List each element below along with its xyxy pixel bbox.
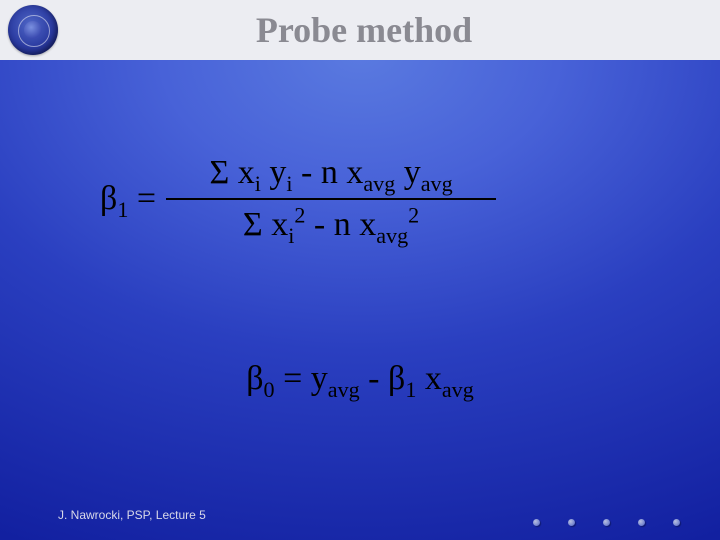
decorative-dots [533,519,680,526]
den-text-1: x [263,206,289,243]
dot-icon [533,519,540,526]
sub-avg3: avg [376,223,408,248]
equals: = [128,180,156,217]
sub-avg5: avg [442,377,474,402]
b0-mid2: - [360,360,388,397]
beta1-formula: β1 = Σ xi yi - n xavg yavg Σ xi2 - n xav… [100,150,496,248]
beta-symbol-2: β [246,360,263,397]
fraction: Σ xi yi - n xavg yavg Σ xi2 - n xavg2 [166,150,496,248]
dot-icon [568,519,575,526]
sub-avg4: avg [328,377,360,402]
sup-2a: 2 [294,203,305,228]
num-text-1: x [229,154,255,191]
b0-mid1: = y [275,360,328,397]
beta1-lhs: β1 = [100,180,156,218]
b0-mid3: x [416,360,442,397]
numerator: Σ xi yi - n xavg yavg [166,150,496,196]
beta-symbol: β [100,180,117,217]
header-bar: Probe method [0,0,720,60]
sup-2b: 2 [408,203,419,228]
slide-title: Probe method [58,9,720,51]
footer-text: J. Nawrocki, PSP, Lecture 5 [58,508,206,522]
subscript-1: 1 [117,197,128,222]
den-text-2: - n x [305,206,376,243]
sub-avg2: avg [421,171,453,196]
sub-avg1: avg [363,171,395,196]
beta0-formula: β0 = yavg - β1 xavg [0,360,720,398]
university-seal-logo [8,5,58,55]
dot-icon [673,519,680,526]
sub-1b: 1 [405,377,416,402]
beta-symbol-3: β [388,360,405,397]
sub-0: 0 [264,377,275,402]
denominator: Σ xi2 - n xavg2 [166,202,496,248]
num-text-4: y [395,154,421,191]
dot-icon [638,519,645,526]
slide: Probe method β1 = Σ xi yi - n xavg yavg … [0,0,720,540]
dot-icon [603,519,610,526]
fraction-bar [166,198,496,200]
num-text-2: y [261,154,287,191]
num-text-3: - n x [293,154,364,191]
sigma-icon-2: Σ [243,206,263,243]
sigma-icon: Σ [209,154,229,191]
